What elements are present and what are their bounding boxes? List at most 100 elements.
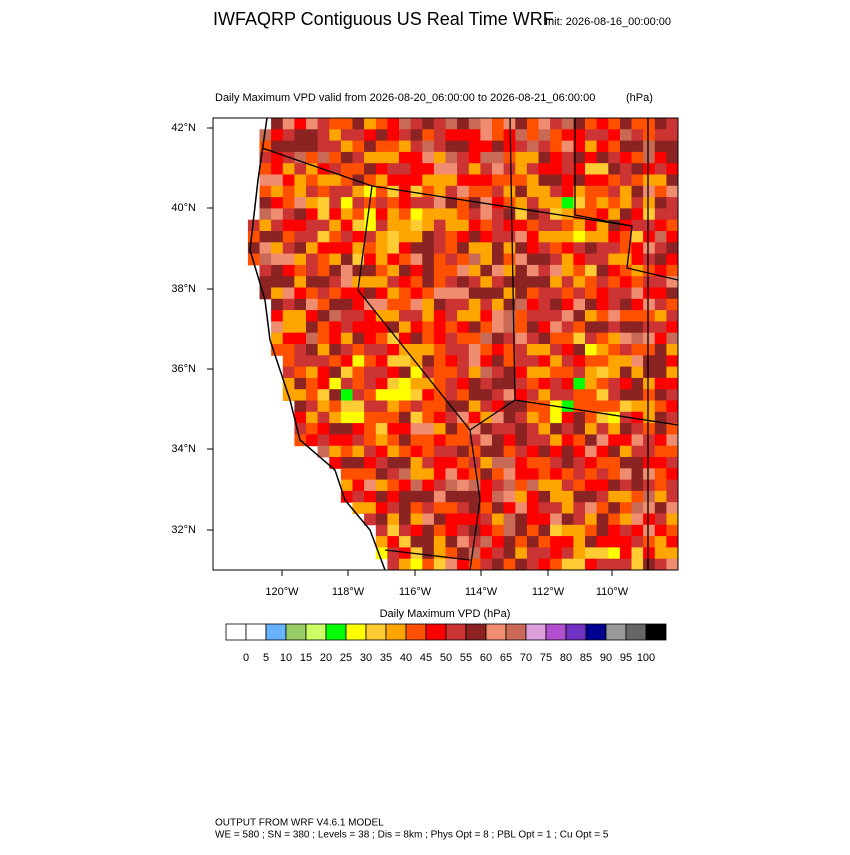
vpd-cell <box>468 411 481 424</box>
vpd-cell <box>585 253 598 266</box>
vpd-cell <box>573 513 586 526</box>
vpd-cell <box>503 276 516 288</box>
vpd-cell <box>457 423 470 435</box>
colorbar-label: 75 <box>540 652 552 664</box>
vpd-cell <box>329 321 342 334</box>
vpd-cell <box>259 276 272 288</box>
vpd-cell <box>596 445 609 458</box>
vpd-cell <box>526 558 539 571</box>
vpd-cell <box>340 140 353 153</box>
vpd-cell <box>631 479 644 492</box>
vpd-cell <box>387 219 400 232</box>
vpd-cell <box>387 253 400 266</box>
vpd-cell <box>457 445 470 458</box>
vpd-cell <box>492 434 505 447</box>
vpd-cell <box>480 411 493 424</box>
vpd-cell <box>410 355 423 368</box>
vpd-cell <box>492 457 505 469</box>
vpd-cell <box>306 174 319 187</box>
vpd-cell <box>643 118 656 130</box>
vpd-cell <box>561 423 574 435</box>
vpd-cell <box>631 423 644 435</box>
vpd-cell <box>282 253 295 266</box>
vpd-cell <box>666 366 679 379</box>
vpd-cell <box>573 366 586 379</box>
vpd-cell <box>515 423 528 435</box>
vpd-cell <box>561 197 574 209</box>
vpd-cell <box>445 344 458 356</box>
vpd-cell <box>387 151 400 164</box>
vpd-cell <box>433 558 446 571</box>
vpd-cell <box>608 140 621 153</box>
vpd-cell <box>422 197 435 209</box>
vpd-cell <box>608 536 621 548</box>
vpd-cell <box>399 208 412 221</box>
vpd-cell <box>503 344 516 356</box>
vpd-cell <box>654 276 667 288</box>
vpd-cell <box>631 558 644 571</box>
vpd-cell <box>515 547 528 560</box>
vpd-cell <box>340 355 353 368</box>
vpd-cell <box>596 344 609 356</box>
vpd-cell <box>573 344 586 356</box>
vpd-cell <box>538 208 551 221</box>
vpd-cell <box>445 310 458 322</box>
lon-label: 116°W <box>399 586 432 598</box>
vpd-cell <box>375 231 388 243</box>
vpd-cell <box>340 264 353 277</box>
vpd-cell <box>550 457 563 469</box>
vpd-cell <box>515 118 528 130</box>
vpd-cell <box>585 298 598 311</box>
vpd-cell <box>596 490 609 503</box>
vpd-cell <box>352 434 365 447</box>
vpd-cell <box>445 502 458 514</box>
colorbar-swatch <box>305 623 327 641</box>
vpd-cell <box>422 185 435 198</box>
vpd-cell <box>282 321 295 334</box>
vpd-cell <box>468 129 481 142</box>
vpd-cell <box>515 321 528 334</box>
vpd-cell <box>410 118 423 130</box>
vpd-cell <box>410 423 423 435</box>
vpd-cell <box>643 219 656 232</box>
vpd-cell <box>654 321 667 334</box>
vpd-cell <box>631 332 644 345</box>
vpd-cell <box>352 298 365 311</box>
vpd-cell <box>445 321 458 334</box>
vpd-cell <box>619 423 632 435</box>
vpd-cell <box>666 445 679 458</box>
vpd-cell <box>410 513 423 526</box>
vpd-cell <box>666 558 679 571</box>
vpd-cell <box>526 513 539 526</box>
vpd-cell <box>433 536 446 548</box>
vpd-cell <box>375 140 388 153</box>
vpd-cell <box>526 445 539 458</box>
vpd-cell <box>654 151 667 164</box>
borders <box>261 117 679 571</box>
vpd-cell <box>538 400 551 413</box>
vpd-cell <box>410 558 423 571</box>
vpd-cell <box>329 434 342 447</box>
vpd-cell <box>492 445 505 458</box>
vpd-cell <box>340 197 353 209</box>
vpd-cell <box>550 242 563 255</box>
vpd-cell <box>538 264 551 277</box>
vpd-cell <box>608 151 621 164</box>
vpd-cell <box>654 332 667 345</box>
vpd-cell <box>561 231 574 243</box>
vpd-cell <box>643 490 656 503</box>
vpd-cell <box>538 547 551 560</box>
vpd-cell <box>317 400 330 413</box>
vpd-cell <box>375 219 388 232</box>
vpd-cell <box>433 445 446 458</box>
vpd-cell <box>631 468 644 481</box>
vpd-cell <box>538 185 551 198</box>
vpd-cell <box>294 389 307 401</box>
vpd-cell <box>643 310 656 322</box>
vpd-cell <box>445 219 458 232</box>
vpd-cell <box>643 231 656 243</box>
vpd-cell <box>503 310 516 322</box>
vpd-cell <box>619 163 632 175</box>
state-border <box>574 118 679 281</box>
vpd-cell <box>445 231 458 243</box>
